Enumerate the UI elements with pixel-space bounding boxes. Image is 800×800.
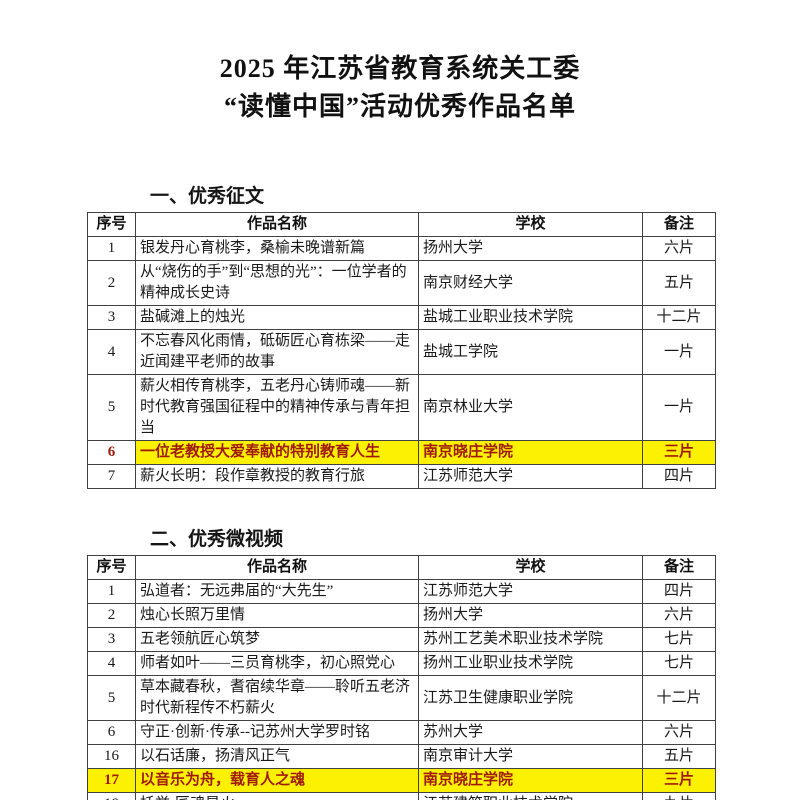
cell-title: 薪火相传育桃李，五老丹心铸师魂——新时代教育强国征程中的精神传承与青年担当 (135, 374, 419, 441)
cell-school: 江苏师范大学 (418, 464, 643, 489)
header-cell-title: 作品名称 (135, 212, 419, 237)
cell-note: 七片 (642, 651, 716, 676)
table-row: 17 以音乐为舟，载育人之魂 南京晓庄学院 三片 (87, 768, 716, 793)
videos-table: 序号 作品名称 学校 备注 1 弘道者：无远弗届的“大先生” 江苏师范大学 四片 2 烛心长照万里… (87, 555, 716, 800)
cell-title: 银发丹心育桃李，桑榆未晚谱新篇 (135, 236, 419, 261)
header-cell-note: 备注 (642, 555, 716, 580)
cell-no: 18 (87, 792, 136, 800)
cell-title: 草本藏春秋，耆宿续华章——聆听五老济时代新程传不朽薪火 (135, 675, 419, 721)
cell-note: 三片 (642, 440, 716, 465)
table-row: 1 银发丹心育桃李，桑榆未晚谱新篇 扬州大学 六片 (87, 236, 716, 261)
table-row: 3 五老领航匠心筑梦 苏州工艺美术职业技术学院 七片 (87, 627, 716, 652)
document-page: 2025 年江苏省教育系统关工委 “读懂中国”活动优秀作品名单 一、优秀征文 序… (0, 50, 800, 800)
title-line-2: “读懂中国”活动优秀作品名单 (223, 92, 576, 121)
cell-title: 弘道者：无远弗届的“大先生” (135, 579, 419, 604)
cell-school: 扬州大学 (418, 236, 643, 261)
cell-school: 苏州工艺美术职业技术学院 (418, 627, 643, 652)
cell-title: 烛心长照万里情 (135, 603, 419, 628)
cell-note: 十二片 (642, 675, 716, 721)
title-line-1: 2025 年江苏省教育系统关工委 (219, 54, 581, 83)
cell-no: 6 (87, 440, 136, 465)
cell-school: 南京晓庄学院 (418, 768, 643, 793)
cell-school: 盐城工业职业技术学院 (418, 305, 643, 330)
table-row: 6 守正·创新·传承--记苏州大学罗时铭 苏州大学 六片 (87, 720, 716, 745)
cell-school: 苏州大学 (418, 720, 643, 745)
table-row: 4 师者如叶——三员育桃李，初心照党心 扬州工业职业技术学院 七片 (87, 651, 716, 676)
cell-title: 从“烧伤的手”到“思想的光”：一位学者的精神成长史诗 (135, 260, 419, 306)
cell-title: 守正·创新·传承--记苏州大学罗时铭 (135, 720, 419, 745)
table-row: 3 盐碱滩上的烛光 盐城工业职业技术学院 十二片 (87, 305, 716, 330)
cell-no: 6 (87, 720, 136, 745)
header-cell-note: 备注 (642, 212, 716, 237)
cell-no: 3 (87, 305, 136, 330)
cell-note: 十二片 (642, 305, 716, 330)
table-row: 5 草本藏春秋，耆宿续华章——聆听五老济时代新程传不朽薪火 江苏卫生健康职业学院 十二… (87, 675, 716, 721)
cell-no: 1 (87, 579, 136, 604)
cell-note: 七片 (642, 627, 716, 652)
cell-title: 薪火长明：段作章教授的教育行旅 (135, 464, 419, 489)
cell-no: 17 (87, 768, 136, 793)
cell-note: 六片 (642, 236, 716, 261)
cell-no: 4 (87, 651, 136, 676)
cell-school: 南京审计大学 (418, 744, 643, 769)
cell-school: 南京林业大学 (418, 374, 643, 441)
cell-note: 一片 (642, 329, 716, 375)
table-row: 18托举·匠魂星火江苏建筑职业技术学院九片 (87, 792, 716, 800)
cell-title: 以石话廉，扬清风正气 (135, 744, 419, 769)
section-heading-videos: 二、优秀微视频 (150, 529, 284, 550)
table-row: 16 以石话廉，扬清风正气 南京审计大学 五片 (87, 744, 716, 769)
cell-school: 江苏卫生健康职业学院 (418, 675, 643, 721)
table-header-row: 序号 作品名称 学校 备注 (87, 555, 716, 580)
cell-note: 五片 (642, 744, 716, 769)
cell-school: 南京晓庄学院 (418, 440, 643, 465)
cell-note: 五片 (642, 260, 716, 306)
document-title: 2025 年江苏省教育系统关工委 “读懂中国”活动优秀作品名单 (0, 50, 800, 126)
cell-title: 以音乐为舟，载育人之魂 (135, 768, 419, 793)
cell-no: 1 (87, 236, 136, 261)
cell-note: 一片 (642, 374, 716, 441)
section-heading-essays: 一、优秀征文 (150, 186, 265, 207)
cell-title: 托举·匠魂星火 (135, 792, 419, 800)
cell-title: 一位老教授大爱奉献的特别教育人生 (135, 440, 419, 465)
cell-no: 5 (87, 675, 136, 721)
cell-school: 盐城工学院 (418, 329, 643, 375)
cell-school: 南京财经大学 (418, 260, 643, 306)
cell-note: 四片 (642, 579, 716, 604)
cell-school: 江苏师范大学 (418, 579, 643, 604)
header-cell-school: 学校 (418, 555, 643, 580)
cell-title: 不忘春风化雨情，砥砺匠心育栋梁——走近闻建平老师的故事 (135, 329, 419, 375)
cell-note: 六片 (642, 603, 716, 628)
header-cell-no: 序号 (87, 555, 136, 580)
table-header-row: 序号 作品名称 学校 备注 (87, 212, 716, 237)
table-row: 6 一位老教授大爱奉献的特别教育人生 南京晓庄学院 三片 (87, 440, 716, 465)
cell-note: 九片 (642, 792, 716, 800)
header-cell-title: 作品名称 (135, 555, 419, 580)
cell-school: 江苏建筑职业技术学院 (418, 792, 643, 800)
table-row: 1 弘道者：无远弗届的“大先生” 江苏师范大学 四片 (87, 579, 716, 604)
cell-title: 盐碱滩上的烛光 (135, 305, 419, 330)
essays-table: 序号 作品名称 学校 备注 1 银发丹心育桃李，桑榆未晚谱新篇 扬州大学 六片 2 从“烧伤的手”… (87, 212, 716, 489)
cell-note: 三片 (642, 768, 716, 793)
table-row: 2 烛心长照万里情 扬州大学 六片 (87, 603, 716, 628)
cell-no: 7 (87, 464, 136, 489)
cell-title: 师者如叶——三员育桃李，初心照党心 (135, 651, 419, 676)
cell-no: 16 (87, 744, 136, 769)
table-row: 5 薪火相传育桃李，五老丹心铸师魂——新时代教育强国征程中的精神传承与青年担当 南京… (87, 374, 716, 441)
table-row: 4 不忘春风化雨情，砥砺匠心育栋梁——走近闻建平老师的故事 盐城工学院 一片 (87, 329, 716, 375)
cell-note: 六片 (642, 720, 716, 745)
header-cell-school: 学校 (418, 212, 643, 237)
cell-school: 扬州工业职业技术学院 (418, 651, 643, 676)
table-row: 7 薪火长明：段作章教授的教育行旅 江苏师范大学 四片 (87, 464, 716, 489)
cell-no: 4 (87, 329, 136, 375)
cell-no: 3 (87, 627, 136, 652)
header-cell-no: 序号 (87, 212, 136, 237)
cell-note: 四片 (642, 464, 716, 489)
cell-no: 2 (87, 260, 136, 306)
cell-title: 五老领航匠心筑梦 (135, 627, 419, 652)
cell-no: 5 (87, 374, 136, 441)
table-row: 2 从“烧伤的手”到“思想的光”：一位学者的精神成长史诗 南京财经大学 五片 (87, 260, 716, 306)
cell-no: 2 (87, 603, 136, 628)
cell-school: 扬州大学 (418, 603, 643, 628)
